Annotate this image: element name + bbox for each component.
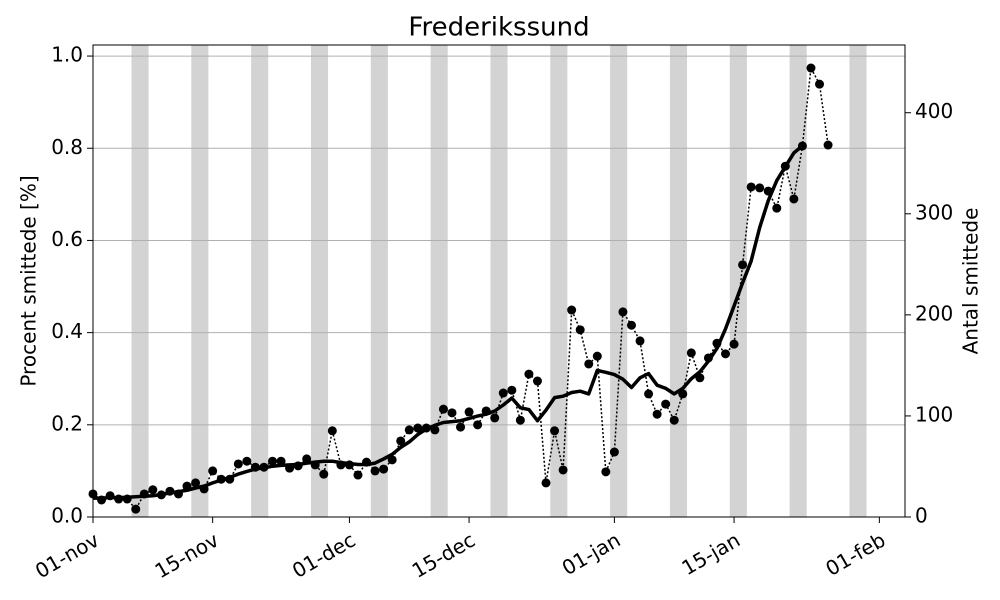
shaded-span [729, 45, 747, 517]
y-tick-label: 0.0 [51, 504, 83, 528]
data-point [438, 404, 448, 414]
data-point [823, 140, 833, 150]
data-point [669, 415, 679, 425]
data-point [567, 305, 577, 315]
data-point [635, 336, 645, 346]
data-point [387, 455, 397, 465]
data-point [541, 478, 551, 488]
data-point [507, 385, 517, 395]
data-point [626, 320, 636, 330]
shaded-span [849, 45, 867, 517]
data-point [447, 408, 457, 418]
data-point [721, 349, 731, 359]
y2-axis-label: Antal smittede [959, 208, 983, 355]
y-axis-label: Procent smittede [%] [17, 175, 41, 386]
data-point [738, 260, 748, 270]
shaded-span [430, 45, 448, 517]
data-point [208, 466, 218, 476]
x-tick-label: 01-nov [31, 528, 103, 584]
shaded-span [370, 45, 388, 517]
data-point [267, 456, 277, 466]
y2-tick-label: 300 [915, 200, 953, 224]
data-point [609, 447, 619, 457]
data-point [327, 426, 337, 436]
x-tick-label: 01-feb [821, 528, 889, 581]
x-tick-label: 15-nov [151, 528, 223, 584]
data-point [755, 183, 765, 193]
y2-tick-label: 200 [915, 301, 953, 325]
data-point [601, 467, 611, 477]
series-line [93, 144, 804, 500]
data-point [490, 413, 500, 423]
data-point [532, 376, 542, 386]
shaded-span [550, 45, 568, 517]
shaded-span [789, 45, 807, 517]
data-point [515, 415, 525, 425]
shaded-span [131, 45, 149, 517]
y2-tick-label: 100 [915, 402, 953, 426]
data-point [233, 459, 243, 469]
data-point [524, 369, 534, 379]
data-point [806, 63, 816, 73]
y-tick-label: 0.8 [51, 135, 83, 159]
data-point [550, 426, 560, 436]
data-point [353, 470, 363, 480]
data-point [746, 182, 756, 192]
data-point [592, 351, 602, 361]
data-point [413, 423, 423, 433]
y-tick-label: 1.0 [51, 43, 83, 67]
data-point [498, 388, 508, 398]
data-point [464, 407, 474, 417]
data-point [652, 409, 662, 419]
shaded-span [669, 45, 688, 517]
data-point [473, 420, 483, 430]
data-point [319, 469, 329, 479]
x-tick-label: 15-dec [408, 528, 479, 583]
data-point [404, 425, 414, 435]
data-point [191, 478, 201, 488]
data-point [558, 465, 568, 475]
plot-frame [92, 44, 906, 518]
data-point [379, 464, 389, 474]
y-tick-label: 0.2 [51, 411, 83, 435]
data-point [815, 79, 825, 89]
y2-tick-label: 400 [915, 99, 953, 123]
data-point [686, 348, 696, 358]
data-point [772, 203, 782, 213]
shaded-span [310, 45, 329, 517]
data-point [618, 307, 628, 317]
data-point [148, 485, 158, 495]
data-point [661, 399, 671, 409]
shaded-span [191, 45, 209, 517]
data-point [575, 325, 585, 335]
shaded-span [610, 45, 628, 517]
y-tick-label: 0.4 [51, 319, 83, 343]
x-tick-label: 01-jan [558, 528, 625, 580]
data-point [789, 194, 799, 204]
data-point [242, 456, 252, 466]
shaded-span [490, 45, 508, 517]
data-point [584, 359, 594, 369]
x-tick-label: 15-jan [677, 528, 744, 580]
data-point [644, 389, 654, 399]
data-point [131, 504, 141, 514]
data-point [729, 339, 739, 349]
shaded-span [251, 45, 269, 517]
y-tick-label: 0.6 [51, 227, 83, 251]
x-tick-label: 01-dec [288, 528, 359, 583]
data-point [456, 422, 466, 432]
y2-tick-label: 0 [915, 504, 928, 528]
data-point [396, 436, 406, 446]
chart-title: Frederikssund [408, 13, 589, 43]
data-point [370, 466, 380, 476]
data-point [276, 456, 286, 466]
